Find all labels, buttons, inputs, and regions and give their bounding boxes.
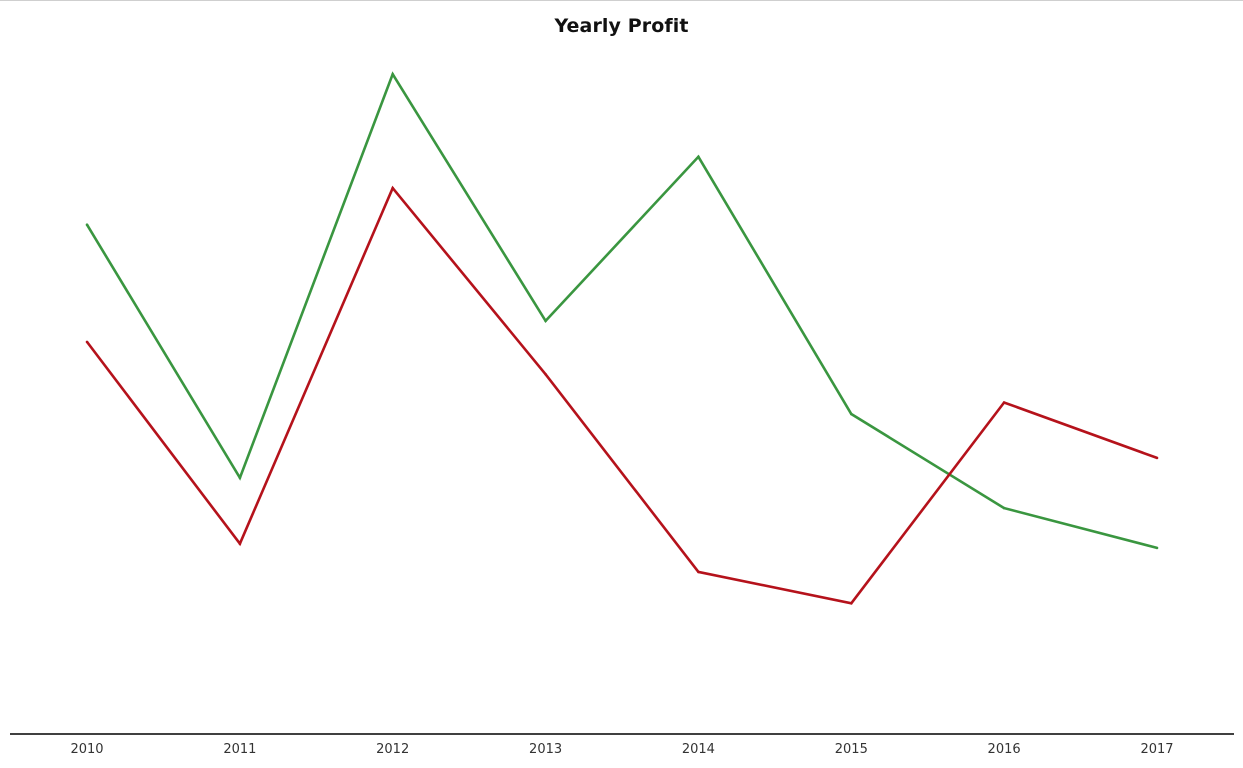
series-layer: [85, 71, 1159, 605]
chart-title: Yearly Profit: [554, 15, 689, 37]
data-point-1-2011[interactable]: [238, 542, 242, 545]
x-tick-label-2011: 2011: [223, 742, 256, 757]
data-point-0-2011[interactable]: [238, 476, 242, 480]
data-point-1-2013[interactable]: [544, 373, 547, 376]
data-point-0-2014[interactable]: [697, 155, 700, 159]
x-tick-label-2017: 2017: [1140, 742, 1173, 757]
series-line-1: [85, 185, 1158, 605]
data-point-1-2012[interactable]: [391, 186, 395, 190]
data-point-1-2010[interactable]: [85, 340, 89, 344]
data-point-1-2014[interactable]: [697, 570, 700, 574]
x-tick-label-2014: 2014: [682, 742, 715, 757]
series-0: [85, 71, 1159, 550]
x-tick-label-2016: 2016: [988, 742, 1021, 757]
x-tick-label-2015: 2015: [835, 742, 868, 757]
series-1: [85, 185, 1159, 605]
data-point-0-2013[interactable]: [544, 319, 547, 323]
x-tick-label-2013: 2013: [529, 742, 562, 757]
data-point-0-2016[interactable]: [1002, 506, 1006, 510]
x-tick-label-2010: 2010: [70, 742, 103, 757]
series-line-0: [85, 71, 1158, 550]
data-point-0-2012[interactable]: [391, 72, 395, 76]
data-point-0-2010[interactable]: [85, 223, 89, 226]
data-point-0-2017[interactable]: [1155, 546, 1159, 550]
data-point-1-2017[interactable]: [1155, 456, 1159, 460]
data-point-1-2015[interactable]: [850, 602, 853, 605]
x-tick-label-2012: 2012: [376, 742, 409, 757]
data-point-1-2016[interactable]: [1002, 401, 1006, 404]
x-tick-labels: 2010 2011 2012 2013 2014 2015 2016 2017: [70, 742, 1173, 757]
data-point-0-2015[interactable]: [850, 412, 853, 416]
